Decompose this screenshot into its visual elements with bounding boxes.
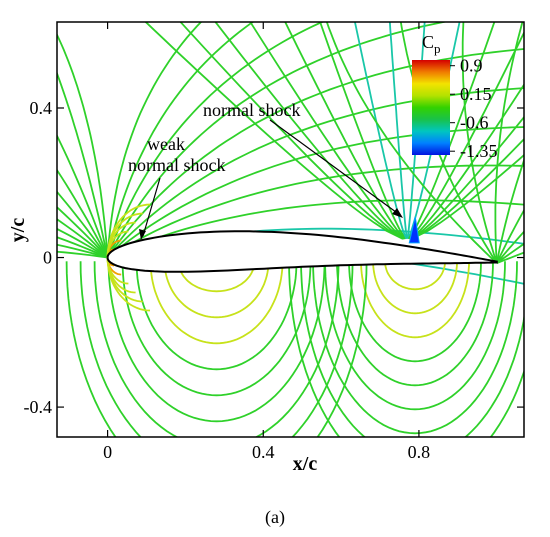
contour-line <box>144 22 404 240</box>
colorbar-title-sub: p <box>434 41 441 56</box>
contour-line <box>284 22 406 240</box>
colorbar-tick-label: -0.6 <box>460 113 489 133</box>
plot-frame <box>56 21 525 438</box>
x-ticks: 0 0.4 0.8 <box>103 22 430 462</box>
annotation-arrow-normal-shock <box>269 119 401 216</box>
colorbar-ticks: 0.9 0.15 -0.6 -1.35 <box>450 56 498 161</box>
contour-line <box>177 261 256 293</box>
colorbar-title: Cp <box>422 32 441 56</box>
contour-line <box>495 157 524 264</box>
y-tick-label: 0 <box>43 248 52 268</box>
contour-line <box>163 261 270 319</box>
y-ticks: -0.4 0 0.4 <box>24 98 524 417</box>
contour-line <box>179 22 404 240</box>
contour-line <box>410 137 524 240</box>
colorbar-tick-label: 0.9 <box>460 56 483 76</box>
contour-line <box>319 22 407 240</box>
contour-line <box>57 168 109 258</box>
contour-line <box>360 261 470 339</box>
colorbar: Cp 0.9 0.15 -0.6 -1.35 <box>412 32 498 161</box>
contour-line <box>93 261 340 437</box>
contour-line <box>494 22 524 264</box>
contour-line <box>354 22 408 240</box>
contour-line <box>324 261 506 411</box>
colorbar-tick-label: -1.35 <box>460 141 498 161</box>
annotation-arrowhead-normal-shock <box>392 208 403 218</box>
airfoil-shape <box>106 230 498 273</box>
y-axis-label: y/c <box>7 218 29 243</box>
contour-line <box>106 22 255 258</box>
contour-line <box>106 87 524 259</box>
contour-line <box>348 261 482 363</box>
y-tick-label: 0.4 <box>30 98 53 118</box>
annotation-arrow-weak-shock <box>142 177 161 237</box>
contour-line <box>411 153 524 240</box>
contour-line <box>407 22 496 240</box>
contour-line <box>79 261 354 437</box>
contour-line <box>214 22 405 240</box>
contour-line <box>57 250 108 259</box>
contour-line <box>408 30 524 240</box>
contour-line <box>57 70 109 258</box>
contour-line <box>409 83 524 240</box>
contour-line <box>121 261 312 397</box>
contour-line <box>107 126 524 259</box>
contour-line <box>106 22 325 258</box>
contour-line <box>372 261 458 315</box>
contour-line <box>135 261 298 371</box>
contour-line <box>249 22 406 240</box>
x-tick-label: 0 <box>103 442 112 462</box>
contour-line <box>57 133 109 258</box>
colorbar-title-main: C <box>422 32 434 52</box>
contour-line <box>409 115 524 240</box>
annotation-weak-normal-shock: normal shock <box>128 155 225 175</box>
contour-line <box>288 261 524 437</box>
contour-line <box>325 22 498 264</box>
contour-line <box>107 199 524 259</box>
annotation-arrowhead-weak-shock <box>139 229 146 240</box>
figure-caption: (a) <box>265 507 285 528</box>
contour-line <box>106 48 524 259</box>
annotations: normal shock weak normal shock <box>128 100 403 240</box>
contour-line <box>300 261 524 437</box>
contour-line <box>57 32 109 258</box>
contour-line <box>388 22 408 239</box>
colorbar-bar <box>412 60 450 155</box>
contour-line <box>384 261 446 291</box>
colorbar-tick-label: 0.15 <box>460 84 492 104</box>
x-axis-label: x/c <box>293 453 318 475</box>
y-tick-label: -0.4 <box>24 397 53 417</box>
contour-line <box>149 261 284 345</box>
contour-line <box>65 261 368 437</box>
contour-line <box>312 261 518 435</box>
contour-line <box>406 22 426 239</box>
annotation-weak: weak <box>147 134 185 154</box>
contour-line <box>407 22 461 240</box>
x-tick-label: 0.8 <box>408 442 431 462</box>
contour-line <box>106 22 203 258</box>
x-tick-label: 0.4 <box>252 442 275 462</box>
contour-line <box>461 22 498 264</box>
annotation-normal-shock: normal shock <box>203 100 300 120</box>
contour-lines <box>57 22 524 437</box>
contour-line <box>336 261 494 387</box>
shock-region <box>408 216 420 244</box>
